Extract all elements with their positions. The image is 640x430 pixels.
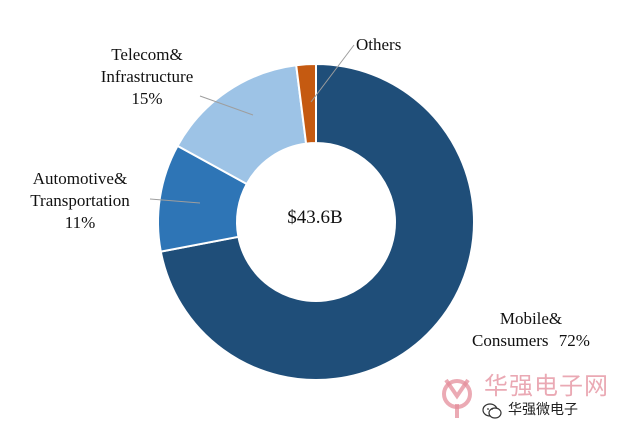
leader-lines xyxy=(149,44,355,204)
donut-slice-mobile-consumers xyxy=(159,62,475,381)
watermark-sub-text: 华强微电子 xyxy=(504,400,582,420)
label-automotive-pct: 11% xyxy=(64,213,96,232)
leader-line-telecom xyxy=(199,95,254,116)
label-others-line1: Others xyxy=(356,35,402,54)
donut-slice-others xyxy=(295,62,317,145)
label-mobile-pct: 72% xyxy=(558,331,590,350)
label-mobile: Mobile& Consumers 72% xyxy=(456,308,606,352)
watermark: 华强电子网 华强微电子 xyxy=(438,372,634,424)
watermark-main-text: 华强电子网 xyxy=(484,372,609,400)
label-telecom-line2: Infrastructure xyxy=(100,67,194,86)
label-mobile-line2: Consumers 72% xyxy=(456,330,606,352)
label-mobile-line1: Mobile& xyxy=(499,309,563,328)
watermark-logo-icon xyxy=(442,378,472,418)
leader-line-automotive xyxy=(149,198,201,204)
label-telecom: Telecom& Infrastructure 15% xyxy=(84,44,210,110)
wechat-icon xyxy=(482,403,502,419)
donut-slices xyxy=(157,62,475,381)
leader-line-others xyxy=(310,44,355,103)
label-telecom-pct: 15% xyxy=(131,89,163,108)
label-mobile-line2-text: Consumers xyxy=(472,331,549,350)
label-automotive: Automotive& Transportation 11% xyxy=(14,168,146,234)
label-telecom-line1: Telecom& xyxy=(111,45,183,64)
donut-center-total: $43.6B xyxy=(287,207,343,228)
label-automotive-line2: Transportation xyxy=(30,191,130,210)
label-others: Others xyxy=(356,34,401,56)
label-automotive-line1: Automotive& xyxy=(32,169,128,188)
